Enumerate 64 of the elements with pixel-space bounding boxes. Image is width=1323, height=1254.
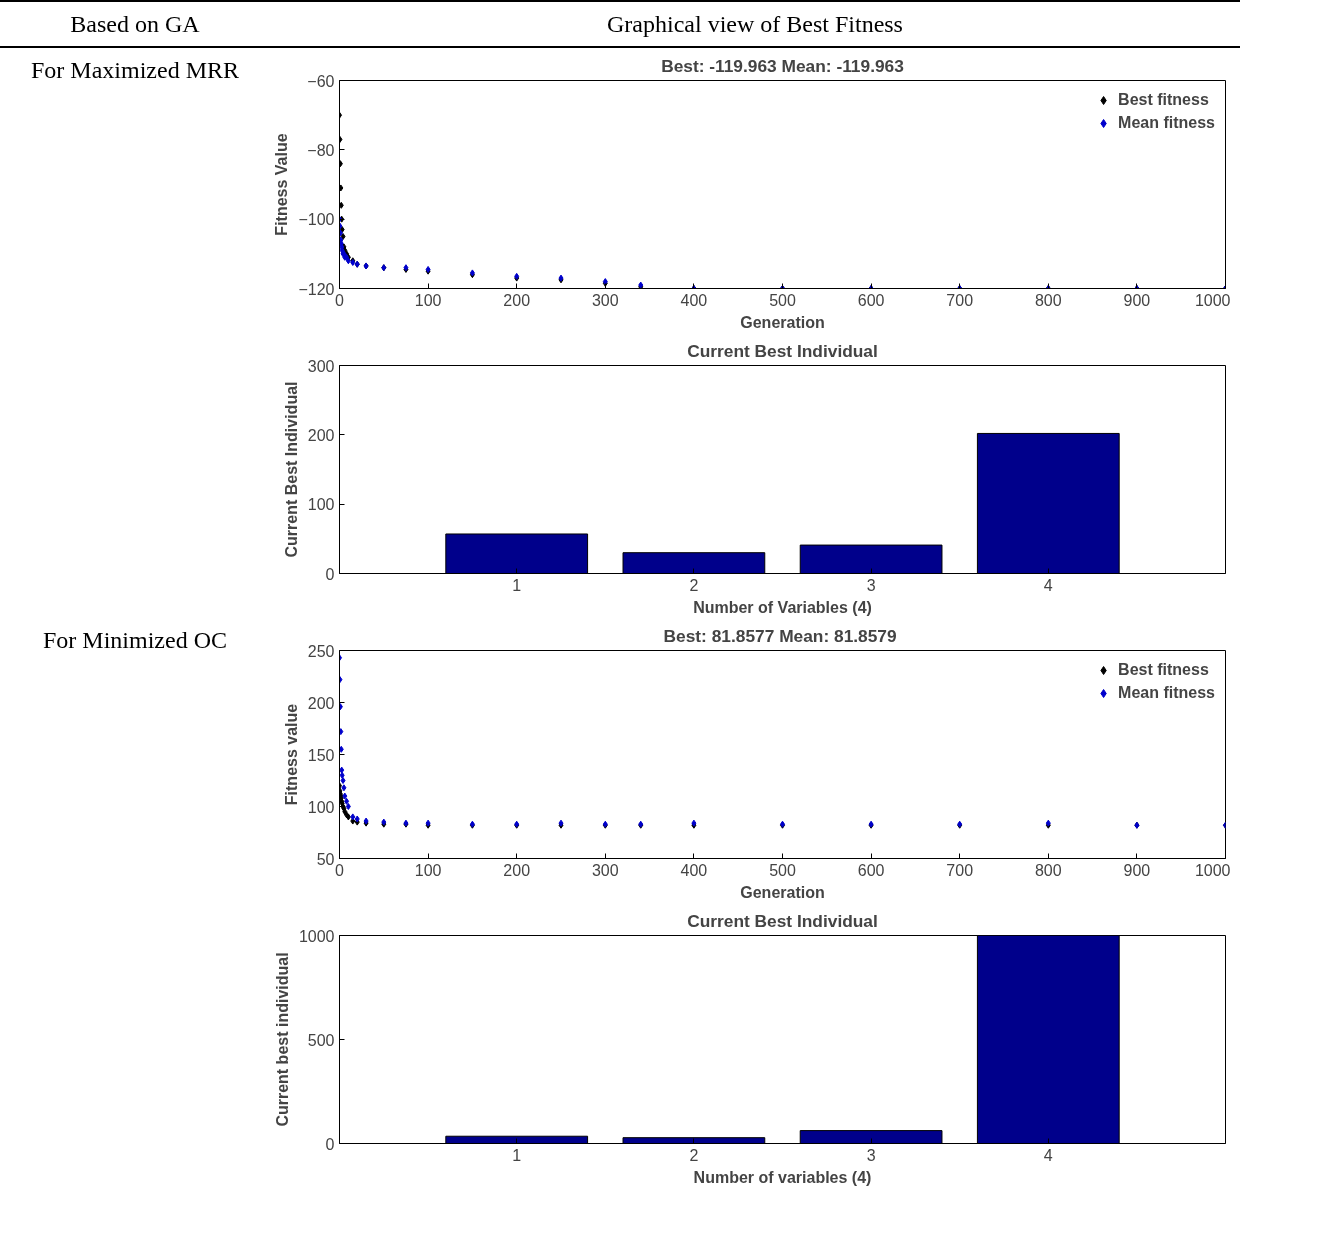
x-tick-label: 1 xyxy=(512,1146,522,1164)
x-tick-label: 900 xyxy=(1123,291,1151,309)
x-tick-label: 4 xyxy=(1043,576,1053,594)
y-tick-label: 0 xyxy=(325,1135,335,1153)
y-tick-label: −100 xyxy=(298,211,335,229)
x-tick-label: 800 xyxy=(1034,291,1062,309)
x-axis-title: Generation xyxy=(740,313,825,331)
x-tick-label: 900 xyxy=(1123,861,1151,879)
x-tick-label: 700 xyxy=(946,861,974,879)
text: Based on GA xyxy=(70,10,200,39)
y-tick-label: −120 xyxy=(298,280,335,298)
y-tick-label: 0 xyxy=(325,565,335,583)
y-tick-label: 300 xyxy=(307,357,335,375)
legend-label: Best fitness xyxy=(1118,91,1209,110)
x-tick-label: 600 xyxy=(857,861,885,879)
y-axis-title: Current best individual xyxy=(273,952,291,1127)
chart-title: Current Best Individual xyxy=(687,910,878,931)
y-tick-label: 50 xyxy=(316,850,335,868)
x-axis-title: Number of Variables (4) xyxy=(693,598,872,616)
y-tick-label: 500 xyxy=(307,1031,335,1049)
x-tick-label: 600 xyxy=(857,291,885,309)
text: Graphical view of Best Fitness xyxy=(607,10,903,39)
x-tick-label: 200 xyxy=(503,291,531,309)
y-tick-label: 150 xyxy=(307,746,335,764)
x-tick-label: 3 xyxy=(866,1146,876,1164)
y-tick-label: 100 xyxy=(307,798,335,816)
x-tick-label: 100 xyxy=(414,861,442,879)
x-tick-label: 200 xyxy=(503,861,531,879)
chart-title: Current Best Individual xyxy=(687,340,878,361)
x-tick-label: 2 xyxy=(689,576,699,594)
x-tick-label: 100 xyxy=(414,291,442,309)
y-tick-label: 1000 xyxy=(298,927,335,945)
legend-label: Mean fitness xyxy=(1118,114,1215,133)
x-tick-label: 2 xyxy=(689,1146,699,1164)
x-axis-title: Number of variables (4) xyxy=(693,1168,872,1186)
legend-label: Mean fitness xyxy=(1118,684,1215,703)
x-tick-label: 400 xyxy=(680,861,708,879)
x-tick-label: 3 xyxy=(866,576,876,594)
x-tick-label: 300 xyxy=(591,861,619,879)
x-tick-label: 800 xyxy=(1034,861,1062,879)
y-tick-label: 100 xyxy=(307,496,335,514)
x-tick-label: 1000 xyxy=(1194,861,1231,879)
x-tick-label: 500 xyxy=(769,291,796,309)
chart-title: Best: -119.963 Mean: -119.963 xyxy=(661,55,905,76)
y-tick-label: −80 xyxy=(307,142,335,160)
text: For Maximized MRR xyxy=(31,56,239,86)
x-tick-label: 300 xyxy=(591,291,619,309)
chart-title: Best: 81.8577 Mean: 81.8579 xyxy=(663,625,897,646)
text: For Minimized OC xyxy=(43,626,227,656)
y-axis-title: Current Best Individual xyxy=(282,381,300,558)
y-tick-label: 200 xyxy=(307,427,335,445)
legend-label: Best fitness xyxy=(1118,661,1209,680)
x-tick-label: 4 xyxy=(1043,1146,1053,1164)
y-axis-title: Fitness value xyxy=(282,703,300,806)
y-tick-label: 200 xyxy=(307,694,335,712)
y-tick-label: 250 xyxy=(307,642,335,660)
x-tick-label: 500 xyxy=(769,861,796,879)
x-tick-label: 400 xyxy=(680,291,708,309)
y-tick-label: −60 xyxy=(307,72,335,90)
x-tick-label: 700 xyxy=(946,291,974,309)
x-tick-label: 1000 xyxy=(1194,291,1231,309)
y-axis-title: Fitness Value xyxy=(273,133,291,236)
x-axis-title: Generation xyxy=(740,883,825,901)
x-tick-label: 1 xyxy=(512,576,522,594)
